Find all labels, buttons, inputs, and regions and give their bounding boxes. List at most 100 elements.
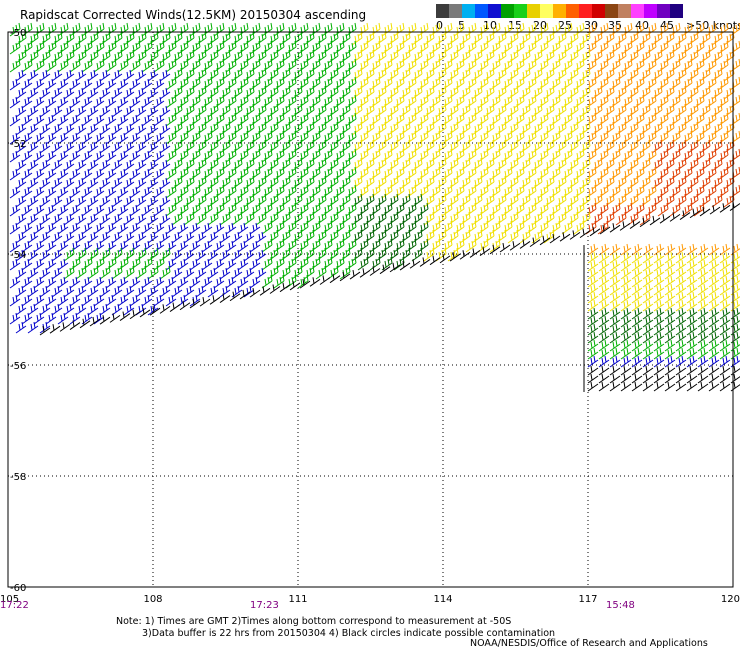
wind-barb — [123, 87, 135, 100]
wind-barb — [339, 271, 351, 282]
wind-barb — [525, 112, 537, 127]
wind-barb — [549, 22, 561, 37]
wind-barb — [549, 184, 561, 199]
wind-barb — [9, 40, 21, 55]
wind-barb — [327, 49, 339, 64]
wind-barb — [619, 221, 631, 231]
wind-barb — [279, 193, 291, 208]
wind-barb — [489, 148, 501, 163]
wind-barb — [620, 275, 632, 288]
wind-barb — [105, 58, 117, 73]
wind-barb — [598, 275, 610, 288]
wind-barb — [417, 238, 429, 253]
wind-barb — [393, 112, 405, 127]
wind-barb — [267, 85, 279, 100]
wind-barb — [333, 40, 345, 55]
wind-barb — [135, 247, 147, 262]
wind-barb — [697, 331, 709, 344]
wind-barb — [669, 130, 681, 145]
wind-barb — [705, 22, 717, 37]
wind-barb — [609, 243, 621, 256]
wind-barb — [309, 202, 321, 217]
wind-barb — [381, 58, 393, 73]
wind-barb — [87, 265, 99, 280]
wind-barb — [59, 322, 71, 332]
wind-barb — [657, 166, 669, 181]
wind-barb — [686, 365, 698, 376]
wind-barb — [697, 373, 709, 384]
wind-barb — [363, 247, 375, 262]
wind-barb — [189, 130, 201, 145]
wind-barb — [730, 381, 740, 392]
wind-barb — [381, 202, 393, 217]
wind-barb — [711, 67, 723, 82]
wind-barb — [99, 159, 111, 172]
wind-barb — [585, 94, 597, 109]
wind-barb — [639, 157, 651, 172]
wind-barb — [573, 40, 585, 55]
wind-barb — [135, 69, 147, 82]
wind-barb — [627, 85, 639, 100]
wind-barb — [387, 67, 399, 82]
wind-barb — [57, 22, 69, 37]
wind-barb — [87, 105, 99, 118]
wind-barb — [708, 291, 720, 304]
wind-barb — [369, 148, 381, 163]
wind-barb — [603, 103, 615, 118]
wind-barb — [207, 157, 219, 172]
wind-barb — [153, 204, 165, 217]
wind-barb — [587, 291, 599, 304]
wind-barb — [537, 112, 549, 127]
wind-barb — [387, 103, 399, 118]
wind-barb — [411, 175, 423, 190]
wind-barb — [591, 157, 603, 172]
wind-barb — [139, 307, 151, 318]
wind-barb — [507, 157, 519, 172]
wind-barb — [459, 229, 471, 244]
wind-barb — [717, 22, 729, 37]
wind-barb — [123, 247, 135, 262]
wind-barb — [567, 121, 579, 136]
wind-barb — [423, 49, 435, 64]
wind-barb — [279, 139, 291, 154]
wind-barb — [465, 40, 477, 55]
wind-barb — [543, 211, 555, 226]
wind-barb — [87, 87, 99, 100]
wind-barb — [303, 31, 315, 46]
wind-barb — [603, 211, 615, 226]
wind-barb — [615, 31, 627, 46]
wind-barb — [177, 22, 189, 37]
wind-barb — [664, 275, 676, 288]
wind-barb — [598, 331, 610, 344]
wind-barb — [375, 175, 387, 190]
wind-barb — [333, 238, 345, 253]
wind-barb — [631, 251, 643, 264]
wind-barb — [261, 166, 273, 181]
color-swatch — [605, 4, 618, 18]
wind-barb — [543, 175, 555, 190]
wind-barb — [279, 103, 291, 118]
wind-barb — [237, 166, 249, 181]
wind-barb — [675, 373, 687, 384]
wind-barb — [453, 40, 465, 55]
wind-barb — [651, 31, 663, 46]
wind-barb — [267, 139, 279, 154]
wind-barb — [531, 193, 543, 208]
wind-barb — [279, 211, 291, 226]
wind-barb — [27, 141, 39, 154]
wind-barb — [195, 121, 207, 136]
map-title: Rapidscat Corrected Winds(12.5KM) 201503… — [20, 8, 367, 22]
wind-barb — [441, 220, 453, 235]
wind-barb — [111, 49, 123, 64]
wind-barb — [627, 67, 639, 82]
wind-barb — [621, 130, 633, 145]
wind-barb — [177, 240, 189, 253]
wind-barb — [501, 94, 513, 109]
wind-barb — [357, 166, 369, 181]
wind-barb — [219, 157, 231, 172]
wind-barb — [669, 148, 681, 163]
wind-barb — [531, 121, 543, 136]
wind-barb — [645, 166, 657, 181]
wind-barb — [159, 247, 171, 262]
wind-barb — [399, 247, 411, 262]
